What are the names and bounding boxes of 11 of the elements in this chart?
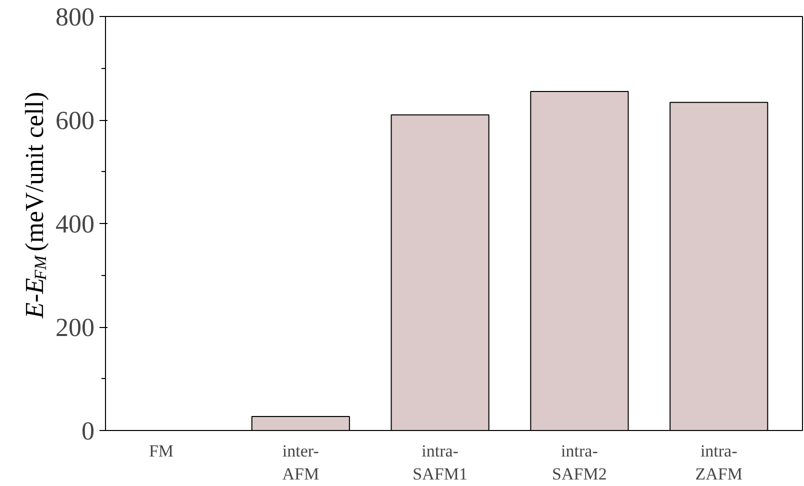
y-tick-label: 800 — [56, 2, 94, 32]
x-tick-label: inter- AFM — [282, 442, 320, 484]
x-tick-label: intra- SAFM1 — [412, 442, 468, 484]
y-tick-label: 600 — [56, 106, 94, 135]
y-axis-title: E-EFM (meV/unit cell) — [20, 92, 50, 320]
y-tick-label: 400 — [56, 210, 94, 238]
y-tick-label: 200 — [56, 313, 94, 342]
x-tick-label: intra- ZAFM — [695, 442, 742, 484]
y-tick-label: 0 — [82, 416, 94, 446]
x-tick-label: FM — [148, 442, 174, 460]
x-tick-label: intra- SAFM2 — [552, 442, 607, 484]
